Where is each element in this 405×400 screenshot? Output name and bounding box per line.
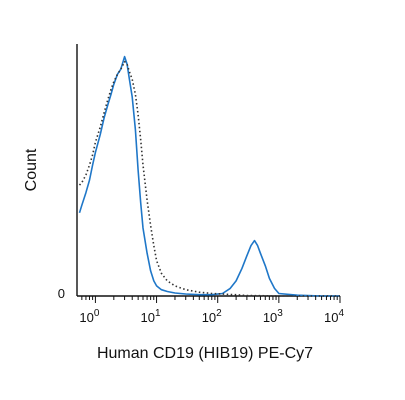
x-tick-exponent: 3: [277, 308, 283, 319]
x-tick-exponent: 0: [94, 308, 100, 319]
x-tick-base: 10: [79, 310, 93, 325]
x-tick-exponent: 2: [216, 308, 222, 319]
x-tick-label: 102: [202, 308, 222, 325]
x-tick-label: 104: [324, 308, 344, 325]
control-histogram-line: [78, 60, 340, 297]
x-tick-base: 10: [141, 310, 155, 325]
x-tick-base: 10: [324, 310, 338, 325]
y-tick-label: 0: [58, 286, 65, 301]
x-tick-base: 10: [263, 310, 277, 325]
y-axis-title: Count: [23, 148, 40, 191]
x-axis-title: Human CD19 (HIB19) PE-Cy7: [97, 345, 313, 362]
x-tick-base: 10: [202, 310, 216, 325]
x-tick-label: 101: [141, 308, 161, 325]
x-tick-label: 100: [79, 308, 99, 325]
x-tick-label: 103: [263, 308, 283, 325]
stained-histogram-line: [78, 55, 340, 297]
x-tick-exponent: 1: [155, 308, 161, 319]
x-tick-exponent: 4: [338, 308, 344, 319]
series-layer: [78, 55, 340, 297]
plot-area: [76, 44, 340, 297]
